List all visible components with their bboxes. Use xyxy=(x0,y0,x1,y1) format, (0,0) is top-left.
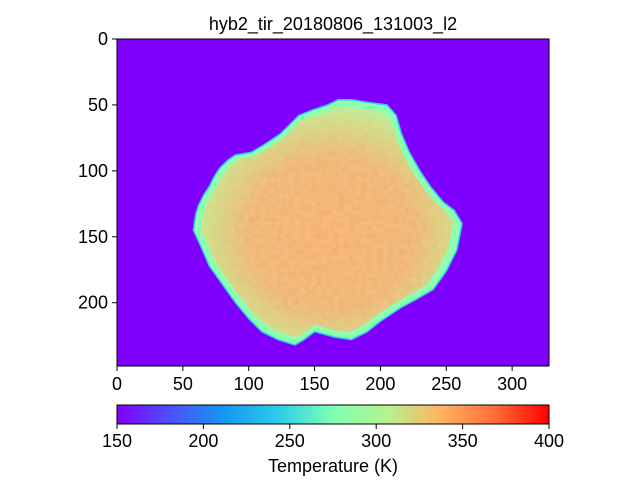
colorbar-tick-label: 400 xyxy=(534,431,564,451)
colorbar-tick-label: 200 xyxy=(188,431,218,451)
chart-title: hyb2_tir_20180806_131003_l2 xyxy=(209,14,457,35)
x-tick-label: 50 xyxy=(173,374,193,394)
y-tick-label: 100 xyxy=(78,161,108,181)
colorbar-label: Temperature (K) xyxy=(268,456,398,476)
x-axis: 0 50 100 150 200 250 300 xyxy=(112,366,527,394)
y-tick-label: 150 xyxy=(78,227,108,247)
asteroid-warm-region xyxy=(200,106,454,338)
x-tick-label: 300 xyxy=(497,374,527,394)
colorbar-axis: 150 200 250 300 350 400 xyxy=(102,424,564,451)
colorbar-tick-label: 350 xyxy=(448,431,478,451)
colorbar-tick-label: 300 xyxy=(361,431,391,451)
y-axis: 0 50 100 150 200 xyxy=(78,29,117,313)
x-tick-label: 250 xyxy=(431,374,461,394)
x-tick-label: 0 xyxy=(112,374,122,394)
x-tick-label: 100 xyxy=(234,374,264,394)
x-tick-label: 200 xyxy=(365,374,395,394)
colorbar-tick-label: 250 xyxy=(275,431,305,451)
plot-frame xyxy=(116,38,550,367)
colorbar-tick-label: 150 xyxy=(102,431,132,451)
colorbar xyxy=(116,404,550,425)
y-tick-label: 0 xyxy=(98,29,108,49)
x-tick-label: 150 xyxy=(300,374,330,394)
y-tick-label: 200 xyxy=(78,293,108,313)
y-tick-label: 50 xyxy=(88,95,108,115)
